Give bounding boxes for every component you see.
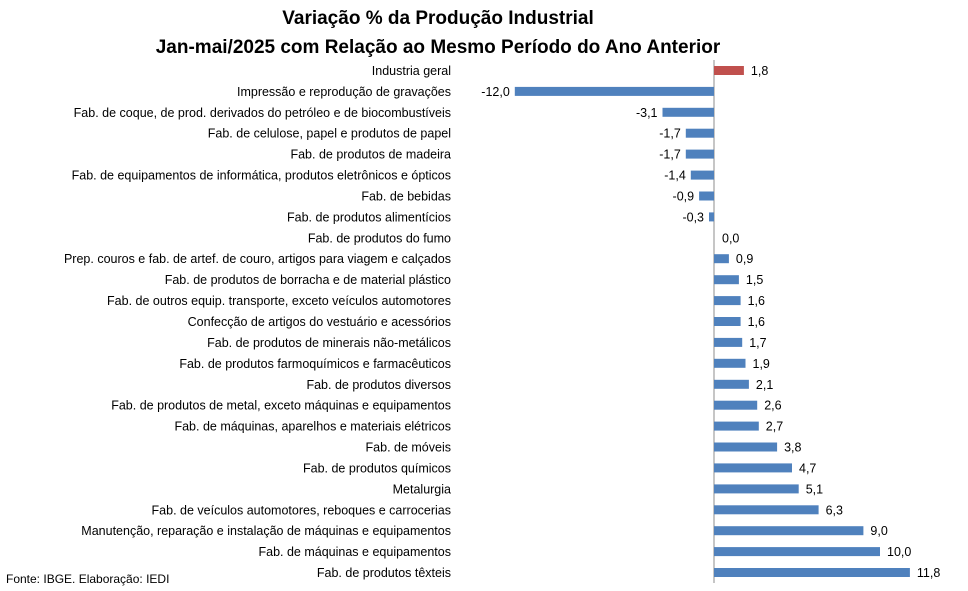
value-label-21: 6,3: [826, 503, 843, 517]
value-label-3: -1,7: [659, 127, 681, 141]
bar-7: [709, 212, 714, 222]
category-label-14: Fab. de produtos farmoquímicos e farmacê…: [179, 357, 451, 371]
bar-14: [714, 358, 746, 368]
category-label-3: Fab. de celulose, papel e produtos de pa…: [208, 127, 451, 141]
category-label-24: Fab. de produtos têxteis: [317, 566, 451, 580]
bar-11: [714, 296, 741, 306]
category-label-10: Fab. de produtos de borracha e de materi…: [165, 273, 451, 287]
value-label-5: -1,4: [664, 169, 686, 183]
category-label-0: Industria geral: [372, 64, 451, 78]
bar-13: [714, 337, 743, 347]
value-label-6: -0,9: [673, 190, 695, 204]
bar-23: [714, 547, 880, 557]
value-label-19: 4,7: [799, 461, 816, 475]
bar-5: [690, 170, 714, 180]
category-label-15: Fab. de produtos diversos: [306, 378, 451, 392]
bar-21: [714, 505, 819, 515]
value-label-12: 1,6: [748, 315, 765, 329]
value-label-4: -1,7: [659, 148, 681, 162]
bar-16: [714, 400, 758, 410]
bar-22: [714, 526, 864, 536]
category-labels: Industria geral Impressão e reprodução de…: [64, 64, 451, 580]
category-label-2: Fab. de coque, de prod. derivados do pet…: [74, 106, 451, 120]
category-label-23: Fab. de máquinas e equipamentos: [259, 545, 452, 559]
category-label-5: Fab. de equipamentos de informática, pro…: [72, 169, 451, 183]
category-label-12: Confecção de artigos do vestuário e aces…: [188, 315, 451, 329]
value-label-13: 1,7: [749, 336, 766, 350]
bar-3: [685, 128, 714, 138]
value-label-24: 11,8: [917, 566, 940, 580]
category-label-13: Fab. de produtos de minerais não-metálic…: [207, 336, 451, 350]
value-label-2: -3,1: [636, 106, 658, 120]
bar-6: [699, 191, 714, 201]
bar-0: [714, 66, 744, 75]
category-label-22: Manutenção, reparação e instalação de má…: [81, 524, 451, 538]
category-label-17: Fab. de máquinas, aparelhos e materiais …: [174, 420, 451, 434]
bar-10: [714, 275, 739, 285]
chart-title: Variação % da Produção Industrial: [282, 8, 594, 29]
value-label-9: 0,9: [736, 252, 753, 266]
bar-24: [714, 568, 910, 577]
bars-layer: [514, 66, 910, 577]
category-label-21: Fab. de veículos automotores, reboques e…: [152, 503, 451, 517]
bar-18: [714, 442, 778, 452]
value-label-10: 1,5: [746, 273, 763, 287]
value-label-8: 0,0: [722, 231, 739, 245]
value-label-16: 2,6: [764, 399, 781, 413]
value-label-18: 3,8: [784, 441, 801, 455]
category-label-11: Fab. de outros equip. transporte, exceto…: [107, 294, 451, 308]
category-label-9: Prep. couros e fab. de artef. de couro, …: [64, 252, 451, 266]
category-label-4: Fab. de produtos de madeira: [290, 148, 451, 162]
category-label-16: Fab. de produtos de metal, exceto máquin…: [111, 399, 451, 413]
category-label-8: Fab. de produtos do fumo: [308, 231, 451, 245]
bar-20: [714, 484, 799, 494]
category-label-19: Fab. de produtos químicos: [303, 461, 451, 475]
bar-19: [714, 463, 792, 473]
bar-12: [714, 317, 741, 326]
category-label-7: Fab. de produtos alimentícios: [287, 210, 451, 224]
value-label-7: -0,3: [682, 210, 704, 224]
value-label-1: -12,0: [481, 85, 510, 99]
category-label-20: Metalurgia: [393, 482, 451, 496]
value-label-22: 9,0: [870, 524, 887, 538]
chart-subtitle: Jan-mai/2025 com Relação ao Mesmo Períod…: [156, 37, 721, 58]
value-label-23: 10,0: [887, 545, 911, 559]
bar-9: [714, 254, 729, 264]
bar-15: [714, 379, 749, 389]
value-label-14: 1,9: [753, 357, 770, 371]
source-note: Fonte: IBGE. Elaboração: IEDI: [6, 572, 169, 586]
bar-2: [662, 107, 714, 117]
value-label-11: 1,6: [748, 294, 765, 308]
category-label-6: Fab. de bebidas: [361, 190, 451, 204]
bar-17: [714, 421, 759, 431]
value-labels: 1,8-12,0-3,1-1,7-1,7-1,4-0,9-0,30,00,91,…: [481, 64, 940, 580]
bar-4: [685, 149, 714, 159]
value-label-17: 2,7: [766, 420, 783, 434]
bar-1: [514, 86, 714, 96]
category-label-18: Fab. de móveis: [366, 441, 451, 455]
value-label-15: 2,1: [756, 378, 773, 392]
value-label-0: 1,8: [751, 64, 768, 78]
category-label-1: Impressão e reprodução de gravações: [237, 85, 451, 99]
value-label-20: 5,1: [806, 482, 823, 496]
